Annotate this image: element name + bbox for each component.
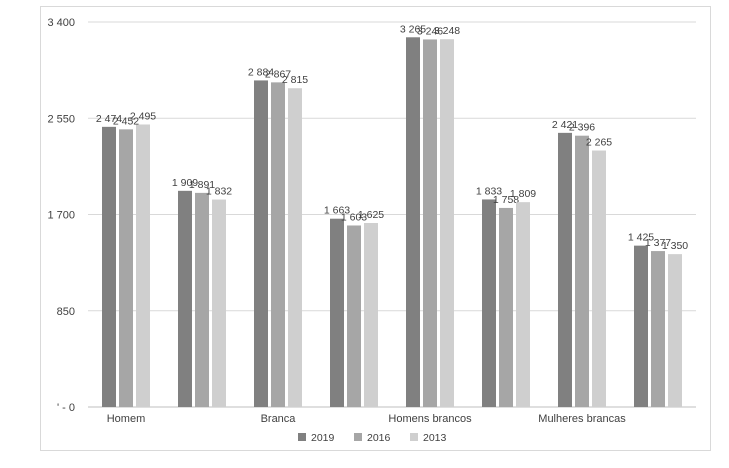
bar-2013[interactable] bbox=[364, 222, 378, 407]
bar-2016[interactable] bbox=[119, 129, 133, 408]
bar-2016[interactable] bbox=[271, 82, 285, 408]
y-tick-label: 2 550 bbox=[47, 113, 75, 125]
bar-2019[interactable] bbox=[482, 199, 496, 407]
data-label: 2 867 bbox=[265, 68, 291, 80]
data-label: 1 833 bbox=[476, 185, 502, 197]
bar-2013[interactable] bbox=[288, 88, 302, 407]
bar-2019[interactable] bbox=[102, 126, 116, 407]
legend-label-2013: 2013 bbox=[423, 432, 447, 444]
data-label: 1 663 bbox=[324, 205, 350, 217]
bar-2013[interactable] bbox=[592, 150, 606, 407]
data-label: 1 891 bbox=[189, 179, 215, 191]
bar-2016[interactable] bbox=[195, 192, 209, 407]
data-label: 2 815 bbox=[282, 74, 308, 86]
y-tick-label: 850 bbox=[57, 306, 75, 318]
bar-2016[interactable] bbox=[651, 251, 665, 407]
bar-2016[interactable] bbox=[347, 225, 361, 407]
bar-2019[interactable] bbox=[178, 190, 192, 407]
bar-2016[interactable] bbox=[499, 207, 513, 407]
data-label: 2 421 bbox=[552, 119, 578, 131]
data-label: 1 809 bbox=[510, 188, 536, 200]
x-category-label: Homem bbox=[107, 413, 146, 425]
bar-2013[interactable] bbox=[212, 199, 226, 407]
legend-swatch-2019 bbox=[298, 433, 306, 441]
data-label: 1 909 bbox=[172, 177, 198, 189]
data-label: 1 758 bbox=[493, 194, 519, 206]
data-label: 1 625 bbox=[358, 209, 384, 221]
legend-label-2016: 2016 bbox=[367, 432, 391, 444]
y-tick-label: 1 700 bbox=[47, 210, 75, 222]
bar-2013[interactable] bbox=[516, 202, 530, 407]
data-label: 2 452 bbox=[113, 115, 139, 127]
data-label: 3 265 bbox=[400, 23, 426, 35]
bar-2019[interactable] bbox=[406, 37, 420, 407]
legend-swatch-2013 bbox=[410, 433, 418, 441]
bar-2019[interactable] bbox=[558, 132, 572, 407]
x-category-label: Branca bbox=[261, 413, 297, 425]
bar-2019[interactable] bbox=[330, 218, 344, 407]
data-label: 3 248 bbox=[434, 25, 460, 37]
bar-2013[interactable] bbox=[136, 124, 150, 408]
data-label: 2 474 bbox=[96, 113, 122, 125]
data-label: 1 832 bbox=[206, 186, 232, 198]
data-label: 1 425 bbox=[628, 232, 654, 244]
data-label: 3 246 bbox=[417, 25, 443, 37]
data-label: 1 350 bbox=[662, 240, 688, 252]
data-label: 2 884 bbox=[248, 66, 274, 78]
bar-2016[interactable] bbox=[575, 135, 589, 407]
y-tick-label: 3 400 bbox=[47, 17, 75, 29]
bar-2013[interactable] bbox=[440, 39, 454, 408]
legend-swatch-2016 bbox=[354, 433, 362, 441]
data-label: 2 396 bbox=[569, 122, 595, 134]
legend-label-2019: 2019 bbox=[311, 432, 335, 444]
x-category-label: Mulheres brancas bbox=[538, 413, 626, 425]
data-label: 1 377 bbox=[645, 237, 671, 249]
data-label: 1 603 bbox=[341, 211, 367, 223]
bar-2019[interactable] bbox=[634, 245, 648, 407]
x-category-label: Homens brancos bbox=[388, 413, 472, 425]
bar-2019[interactable] bbox=[254, 80, 268, 407]
data-label: 2 495 bbox=[130, 110, 156, 122]
bar-2013[interactable] bbox=[668, 254, 682, 407]
data-label: 2 265 bbox=[586, 137, 612, 149]
bar-2016[interactable] bbox=[423, 39, 437, 408]
y-tick-label: ' - 0 bbox=[57, 402, 75, 414]
